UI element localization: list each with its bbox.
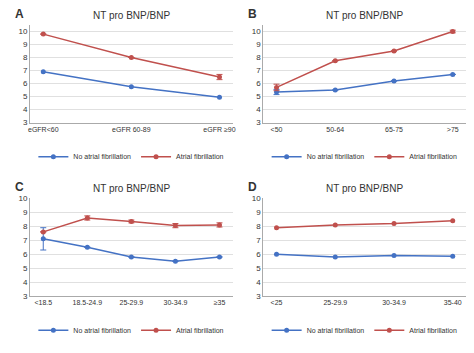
svg-text:4: 4 [23,278,28,287]
svg-text:10: 10 [18,194,27,203]
svg-text:30-34.9: 30-34.9 [164,299,188,306]
svg-text:>75: >75 [447,126,459,133]
svg-text:35-40: 35-40 [444,299,462,306]
svg-text:3: 3 [256,292,261,301]
svg-text:<25: <25 [271,299,283,306]
svg-text:eGFR<60: eGFR<60 [28,126,59,133]
svg-text:3: 3 [256,118,261,127]
svg-text:No atrial fibrillation: No atrial fibrillation [307,153,365,160]
svg-text:No atrial fibrillation: No atrial fibrillation [73,153,131,160]
svg-text:7: 7 [23,236,28,245]
svg-text:C: C [15,180,24,194]
svg-text:9: 9 [23,208,28,217]
svg-text:<50: <50 [271,126,283,133]
svg-text:25-29.9: 25-29.9 [323,299,347,306]
svg-text:3: 3 [23,118,28,127]
svg-text:≥35: ≥35 [214,299,226,306]
svg-text:8: 8 [256,222,261,231]
svg-text:4: 4 [256,278,261,287]
svg-text:eGFR 60-89: eGFR 60-89 [112,126,151,133]
svg-text:7: 7 [256,236,261,245]
svg-text:No atrial fibrillation: No atrial fibrillation [307,327,365,334]
svg-text:7: 7 [256,66,261,75]
svg-text:NT pro BNP/BNP: NT pro BNP/BNP [326,10,403,21]
svg-text:NT pro BNP/BNP: NT pro BNP/BNP [326,183,403,194]
svg-text:8: 8 [256,53,261,62]
svg-text:8: 8 [23,222,28,231]
svg-text:9: 9 [256,40,261,49]
svg-text:7: 7 [23,66,28,75]
svg-text:6: 6 [256,79,261,88]
svg-text:4: 4 [256,105,261,114]
svg-text:5: 5 [256,264,261,273]
svg-text:3: 3 [23,292,28,301]
svg-text:6: 6 [256,250,261,259]
svg-text:A: A [15,7,24,21]
svg-text:No atrial fibrillation: No atrial fibrillation [73,327,131,334]
svg-text:6: 6 [23,250,28,259]
svg-text:D: D [248,180,257,194]
svg-text:Atrial fibrillation: Atrial fibrillation [409,153,457,160]
svg-text:<18.5: <18.5 [34,299,52,306]
svg-text:10: 10 [252,194,261,203]
svg-text:5: 5 [23,264,28,273]
svg-text:8: 8 [23,53,28,62]
svg-text:50-64: 50-64 [326,126,344,133]
svg-text:6: 6 [23,79,28,88]
svg-text:5: 5 [256,92,261,101]
svg-text:9: 9 [23,40,28,49]
svg-text:25-29.9: 25-29.9 [119,299,143,306]
svg-text:30-34.9: 30-34.9 [382,299,406,306]
svg-text:10: 10 [18,27,27,36]
svg-text:18.5-24.9: 18.5-24.9 [73,299,103,306]
svg-text:NT pro BNP/BNP: NT pro BNP/BNP [93,10,170,21]
svg-text:9: 9 [256,208,261,217]
svg-text:Atrial fibrillation: Atrial fibrillation [176,153,224,160]
svg-text:Atrial fibrillation: Atrial fibrillation [409,327,457,334]
svg-text:65-75: 65-75 [385,126,403,133]
svg-text:eGFR ≥90: eGFR ≥90 [203,126,235,133]
svg-text:NT pro BNP/BNP: NT pro BNP/BNP [93,183,170,194]
svg-text:B: B [248,7,257,21]
svg-text:Atrial fibrillation: Atrial fibrillation [176,327,224,334]
svg-text:5: 5 [23,92,28,101]
svg-text:10: 10 [252,27,261,36]
svg-text:4: 4 [23,105,28,114]
